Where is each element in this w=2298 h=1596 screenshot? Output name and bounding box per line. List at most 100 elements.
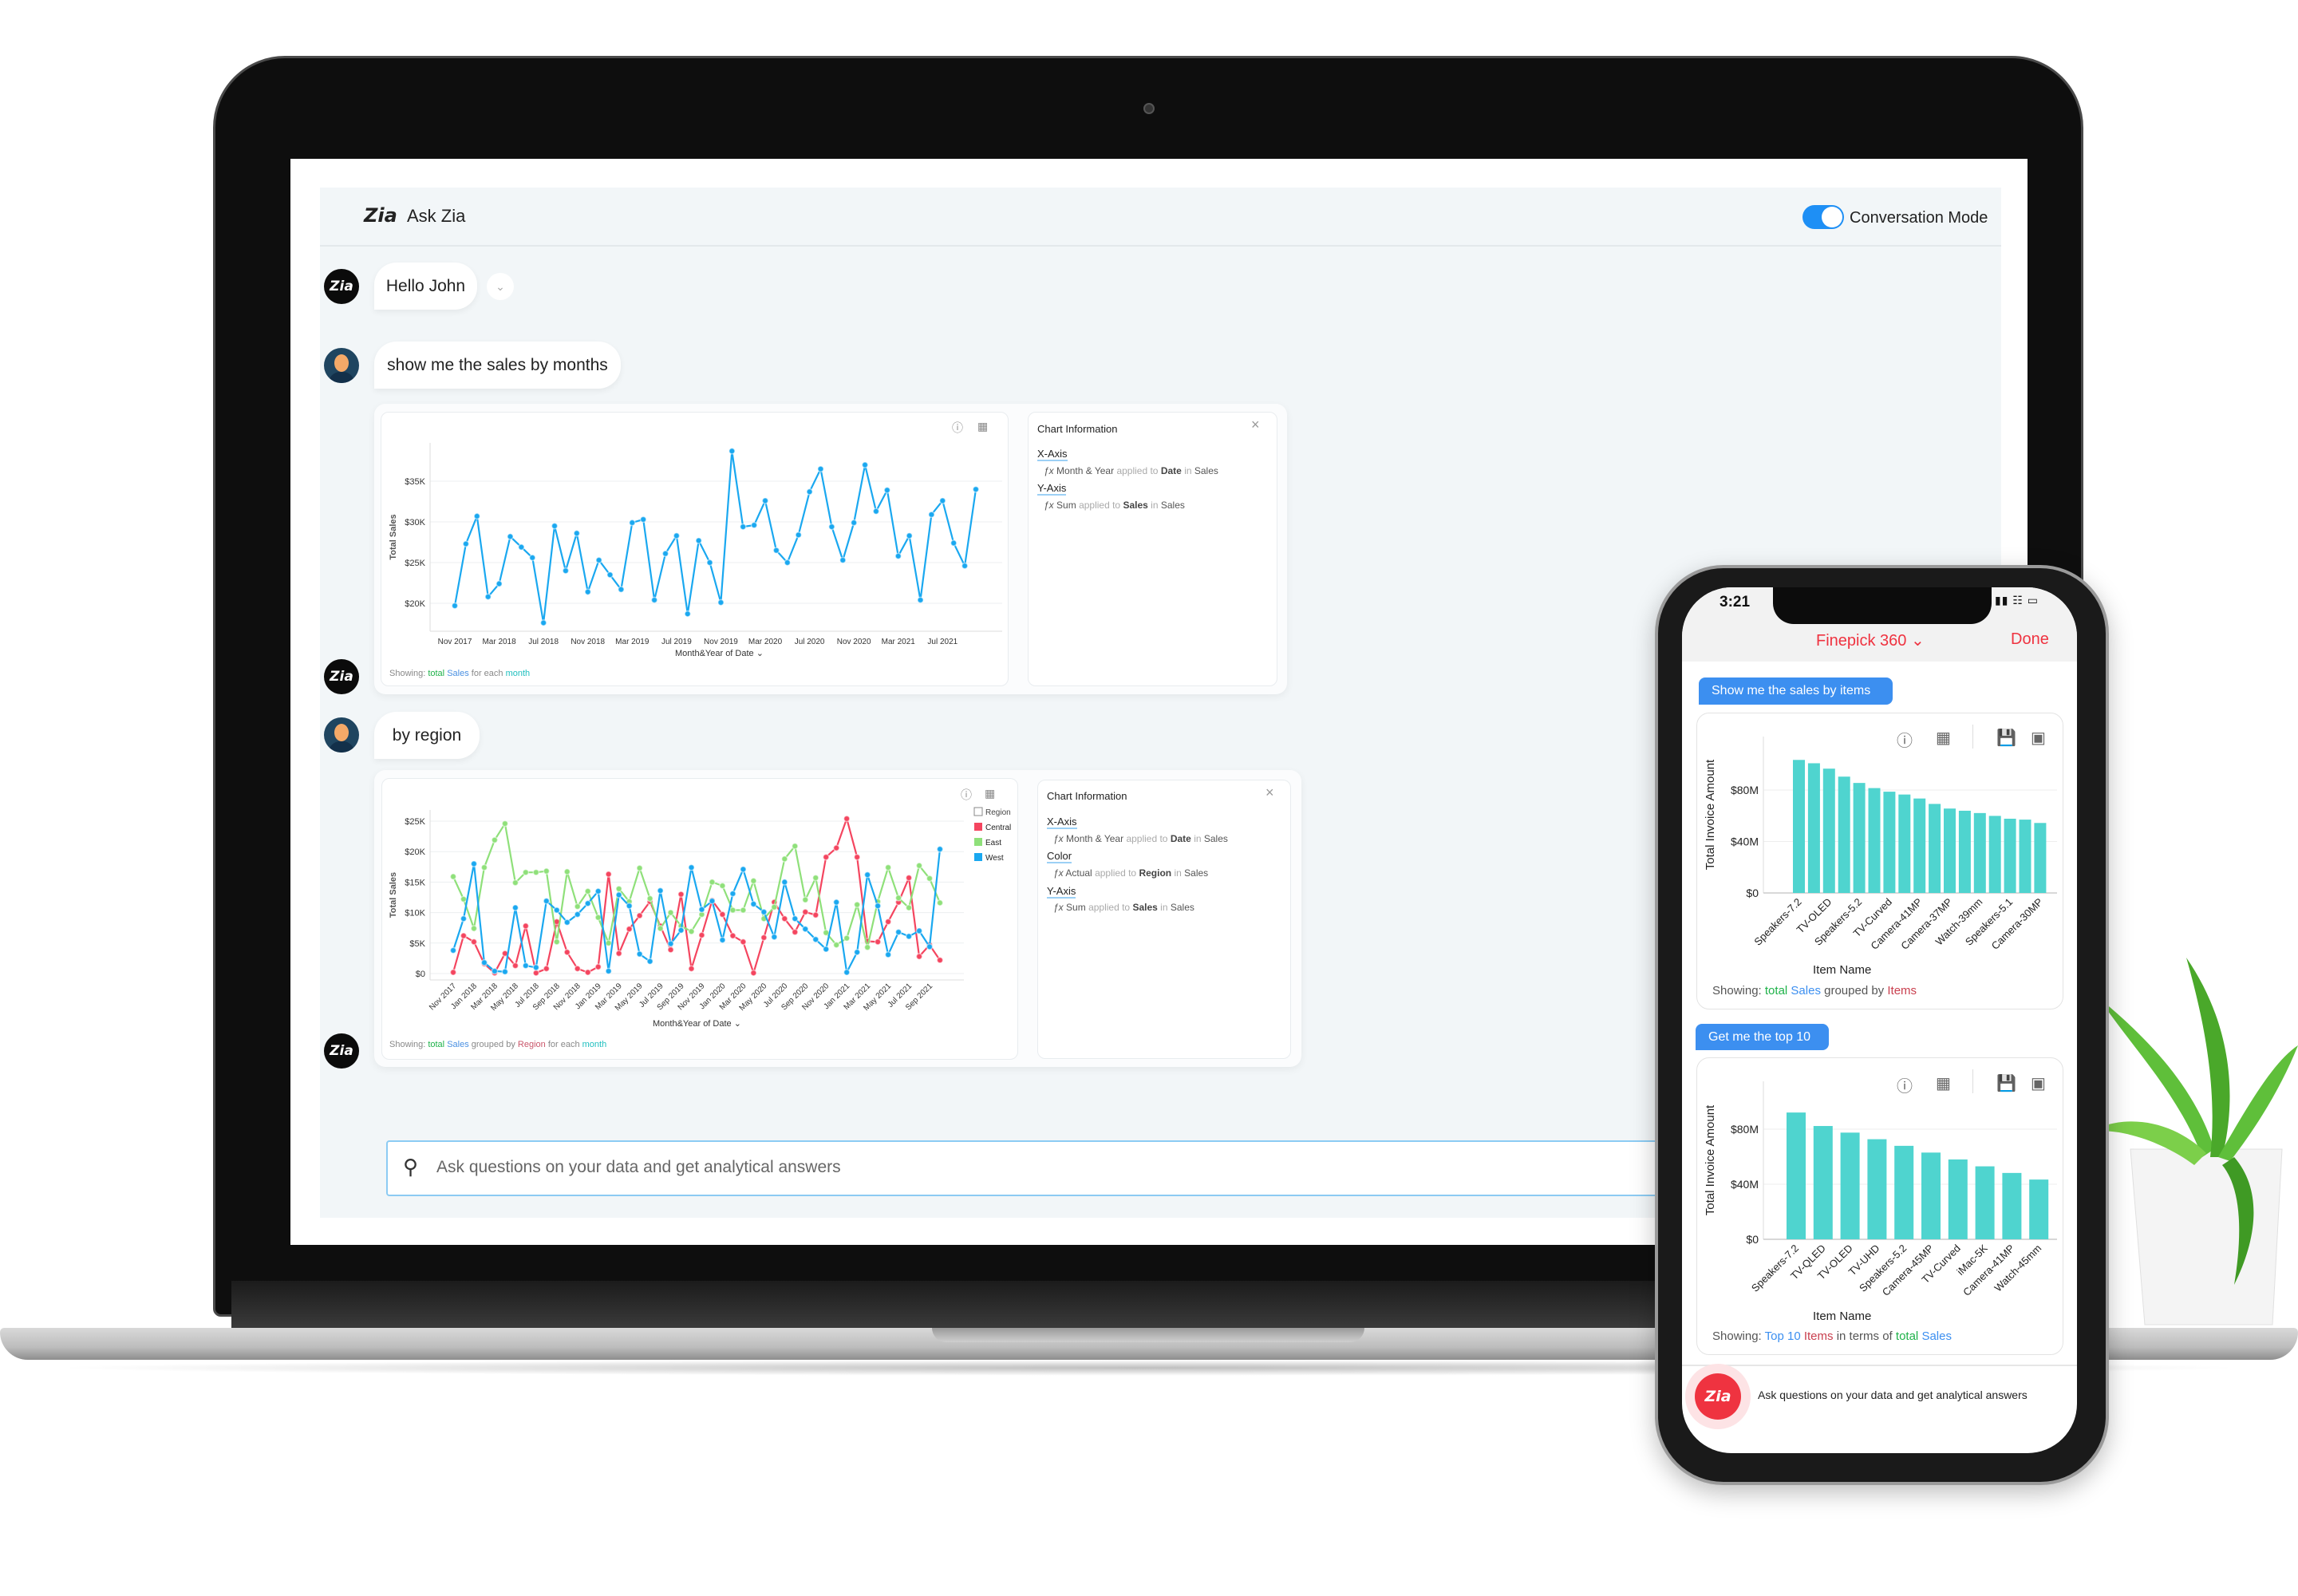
ask-input[interactable]	[386, 1140, 1743, 1196]
phone-user-message: Show me the sales by items	[1699, 678, 1893, 705]
info-icon[interactable]: ⓘ	[952, 421, 963, 434]
data-point	[822, 929, 830, 937]
data-point	[791, 842, 799, 850]
data-point	[780, 915, 788, 922]
data-point	[750, 900, 757, 908]
chevron-down-icon[interactable]: ⌄	[487, 273, 514, 300]
data-point	[449, 946, 457, 954]
data-point	[850, 519, 858, 527]
bar	[1988, 816, 2001, 893]
data-point	[532, 868, 540, 876]
close-icon[interactable]: ×	[1265, 784, 1274, 800]
data-point	[698, 931, 705, 939]
data-point	[917, 596, 924, 604]
data-point	[449, 969, 457, 976]
phone-ask-input[interactable]: Ask questions on your data and get analy…	[1758, 1389, 2028, 1401]
conversation-mode-toggle[interactable]	[1802, 205, 1844, 229]
toolbar-divider	[1972, 1069, 1973, 1093]
data-point	[811, 911, 819, 919]
save-icon[interactable]: 💾	[1996, 729, 2016, 747]
info-icon[interactable]: ⓘ	[961, 788, 972, 801]
data-point	[915, 927, 923, 934]
data-point	[507, 533, 514, 540]
data-point	[684, 610, 692, 618]
data-point	[905, 874, 913, 882]
data-point	[618, 586, 625, 594]
data-point	[650, 596, 658, 604]
data-point	[961, 562, 969, 570]
add-to-dashboard-icon[interactable]: ▣	[2031, 1075, 2046, 1092]
data-point	[451, 602, 459, 610]
data-point	[770, 903, 778, 911]
data-point	[532, 964, 540, 971]
data-point	[863, 871, 871, 879]
data-point	[584, 887, 592, 895]
data-point	[563, 868, 571, 875]
signal-wifi-battery-icon: ▮▮ ☷ ▭	[1995, 594, 2039, 606]
data-point	[822, 946, 830, 953]
data-point	[667, 940, 674, 947]
chart-type-icon[interactable]: ▦	[1936, 1075, 1951, 1092]
app-header	[320, 188, 2001, 247]
x-tick-label: Mar 2021	[882, 638, 916, 646]
workspace-selector[interactable]: Finepick 360 ⌄	[1816, 632, 1925, 650]
legend-title: Region	[985, 808, 1011, 817]
bar	[1883, 792, 1896, 893]
data-point	[628, 519, 636, 527]
series-line	[453, 451, 977, 623]
add-to-dashboard-icon[interactable]: ▣	[2031, 729, 2046, 747]
y-axis-title: Total Sales	[389, 872, 398, 918]
data-point	[661, 550, 669, 558]
bar	[2019, 820, 2031, 893]
close-icon[interactable]: ×	[1251, 417, 1260, 433]
done-button[interactable]: Done	[2011, 630, 2049, 648]
data-point	[706, 559, 713, 567]
data-point	[646, 895, 653, 903]
data-point	[915, 862, 923, 870]
data-point	[795, 531, 803, 539]
save-icon[interactable]: 💾	[1996, 1075, 2016, 1092]
x-axis-heading: X-Axis	[1047, 816, 1077, 829]
bar	[1975, 1166, 1995, 1239]
y-axis-title: Total Invoice Amount	[1704, 759, 1717, 870]
bar	[1898, 794, 1911, 893]
x-tick-label: Mar 2019	[615, 638, 650, 646]
data-point	[553, 907, 561, 914]
data-point	[615, 950, 623, 958]
data-point	[522, 922, 530, 930]
data-point	[695, 537, 703, 544]
data-point	[801, 925, 809, 933]
chart-type-icon[interactable]: ▦	[985, 787, 996, 800]
user-avatar	[324, 717, 359, 753]
showing-caption: Showing: Top 10 Items in terms of total …	[1712, 1329, 1952, 1343]
y-axis-function: ƒx Sum applied to Sales in Sales	[1044, 500, 1185, 511]
x-axis-title[interactable]: Month&Year of Date ⌄	[675, 649, 764, 658]
data-point	[853, 948, 861, 956]
webcam	[1143, 103, 1155, 114]
data-point	[470, 860, 478, 867]
greeting-bubble: Hello John	[374, 263, 477, 310]
data-point	[574, 965, 582, 973]
info-icon[interactable]: ⓘ	[1897, 733, 1913, 750]
zia-avatar: Zia	[324, 269, 359, 304]
x-tick-label: Speakers-7.2	[1751, 896, 1803, 948]
data-point	[595, 556, 602, 564]
x-axis-title[interactable]: Month&Year of Date ⌄	[653, 1019, 741, 1029]
legend-checkbox-region	[973, 807, 983, 816]
data-point	[780, 879, 788, 886]
data-point	[460, 915, 468, 922]
bar	[1867, 1139, 1887, 1239]
data-point	[926, 875, 934, 883]
data-point	[677, 891, 685, 899]
chart-type-icon[interactable]: ▦	[1936, 729, 1951, 747]
x-tick-label: Jul 2018	[528, 638, 559, 646]
info-icon[interactable]: ⓘ	[1897, 1078, 1913, 1096]
chart-information-panel	[1037, 780, 1291, 1059]
zia-button[interactable]: Zia	[1695, 1373, 1741, 1420]
bar	[1840, 1132, 1860, 1239]
chart-type-icon[interactable]: ▦	[977, 420, 989, 433]
data-point	[688, 927, 695, 935]
toolbar-divider	[1972, 725, 1973, 749]
data-point	[884, 863, 892, 871]
data-point	[626, 902, 633, 910]
